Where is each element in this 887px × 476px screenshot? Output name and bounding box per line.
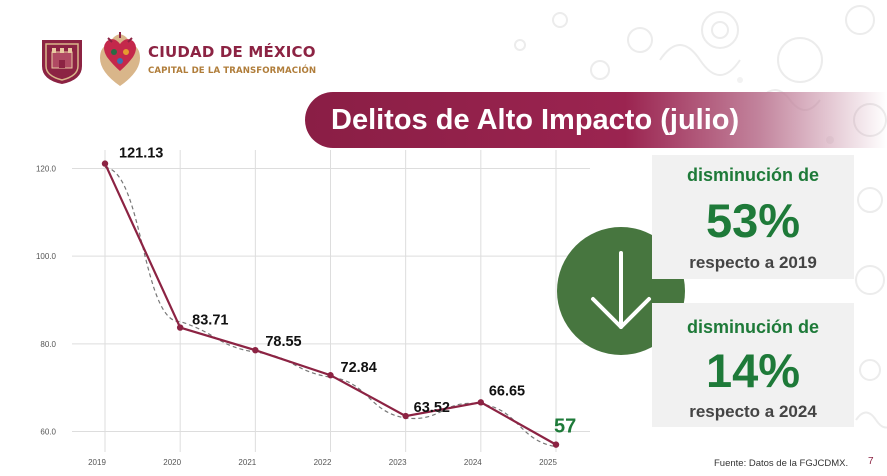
x-tick-label: 2021 [238, 458, 256, 467]
data-point [477, 399, 485, 406]
x-tick-label: 2019 [88, 458, 106, 467]
stat-value: 53% [705, 194, 801, 247]
source-note: Fuente: Datos de la FGJCDMX. [714, 458, 849, 469]
y-tick-label: 100.0 [36, 252, 57, 261]
city-name: CIUDAD DE MÉXICO [148, 43, 316, 61]
x-tick-label: 2020 [163, 458, 181, 467]
data-label: 72.84 [341, 360, 377, 376]
y-tick-label: 80.0 [40, 340, 56, 349]
title-banner: Delitos de Alto Impacto (julio) [305, 92, 887, 148]
stat-label: disminución de [686, 165, 819, 185]
data-label: 63.52 [414, 400, 450, 416]
chart-title: Delitos de Alto Impacto (julio) [331, 104, 740, 136]
x-tick-label: 2023 [389, 458, 407, 467]
header-logos: CIUDAD DE MÉXICO CAPITAL DE LA TRANSFORM… [36, 30, 336, 92]
data-label: 83.71 [192, 313, 228, 329]
data-labels: 121.13 83.71 78.55 72.84 63.52 66.65 57 [119, 146, 576, 438]
data-point [327, 372, 334, 379]
data-label: 66.65 [489, 383, 525, 399]
stat-box-2019: disminución de 53% respecto a 2019 [652, 155, 854, 279]
city-shield-icon [42, 40, 82, 84]
heart-emblem-icon [100, 32, 140, 86]
x-gridlines [104, 150, 557, 452]
stat-label: disminución de [686, 317, 819, 337]
x-tick-label: 2025 [539, 458, 557, 467]
data-label: 78.55 [265, 334, 301, 350]
stat-value: 14% [705, 344, 801, 397]
data-label: 121.13 [119, 146, 163, 162]
stat-box-2024: disminución de 14% respecto a 2024 [652, 303, 854, 427]
data-point [252, 346, 259, 354]
x-tick-label: 2022 [314, 458, 332, 467]
page-number: 7 [868, 456, 874, 467]
x-axis-ticks: 2019 2020 2021 2022 2023 2024 2025 [88, 458, 557, 467]
data-point [176, 324, 184, 331]
y-axis-ticks: 60.0 80.0 100.0 120.0 [36, 165, 57, 437]
y-tick-label: 60.0 [40, 427, 56, 436]
data-points [101, 160, 560, 448]
y-tick-label: 120.0 [36, 165, 57, 174]
arrow-down-glyph [591, 251, 651, 329]
data-point [552, 441, 560, 448]
city-slogan: CAPITAL DE LA TRANSFORMACIÓN [148, 66, 317, 76]
data-point [402, 412, 409, 420]
data-point [101, 160, 109, 167]
stat-reference: respecto a 2019 [689, 253, 817, 272]
x-tick-label: 2024 [464, 458, 482, 467]
data-label: 57 [554, 416, 576, 438]
stat-reference: respecto a 2024 [689, 402, 817, 421]
